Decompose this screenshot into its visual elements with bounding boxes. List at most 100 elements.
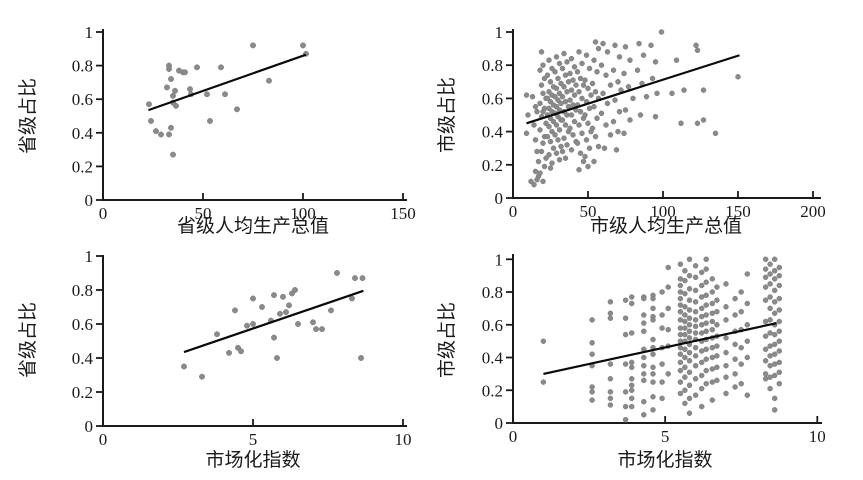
data-point xyxy=(771,276,778,282)
data-point xyxy=(607,395,614,402)
data-point xyxy=(561,84,567,90)
data-point xyxy=(274,355,280,361)
data-point xyxy=(170,151,176,158)
data-point xyxy=(607,132,614,138)
data-point xyxy=(601,145,608,151)
data-point xyxy=(250,321,256,327)
data-point xyxy=(628,294,635,300)
data-point xyxy=(546,152,552,158)
data-point xyxy=(686,369,693,376)
data-point xyxy=(540,338,547,344)
data-point xyxy=(771,341,778,348)
data-point xyxy=(703,279,709,285)
panel-bottom-right: 市场化指数 市级占比 0 5 10 0 0.2 0.4 0.6 0.8 1 xyxy=(431,240,863,480)
y-tick-label: 0 xyxy=(85,417,94,436)
data-point xyxy=(218,64,224,71)
data-point xyxy=(182,69,188,76)
x-tick-label: 200 xyxy=(800,202,826,221)
data-point xyxy=(594,115,600,122)
data-point xyxy=(703,320,709,326)
data-point xyxy=(698,385,705,392)
data-point xyxy=(677,351,684,357)
data-point xyxy=(616,54,623,60)
data-point xyxy=(641,362,647,369)
data-point xyxy=(537,127,543,133)
fit-line xyxy=(526,54,740,125)
x-tick-label: 50 xyxy=(580,202,597,221)
data-point xyxy=(567,97,573,103)
data-point xyxy=(577,75,584,82)
x-axis-label: 市场化指数 xyxy=(617,449,712,471)
data-point xyxy=(641,377,647,384)
data-point xyxy=(559,148,566,155)
data-point xyxy=(665,326,671,333)
data-point xyxy=(682,364,688,371)
data-point xyxy=(703,266,709,272)
data-point xyxy=(767,305,773,312)
data-point xyxy=(607,299,614,305)
data-point xyxy=(776,295,783,302)
data-point xyxy=(589,340,595,346)
data-point xyxy=(558,143,564,150)
data-point xyxy=(776,380,783,387)
data-point xyxy=(546,123,552,130)
data-point xyxy=(692,263,699,269)
data-point xyxy=(589,125,596,132)
data-point xyxy=(562,155,569,161)
data-point xyxy=(686,358,693,364)
data-point xyxy=(568,112,575,118)
data-point xyxy=(207,118,213,124)
data-point xyxy=(310,319,316,326)
data-point xyxy=(555,75,561,82)
data-point xyxy=(776,264,783,271)
data-point xyxy=(665,284,671,290)
data-point xyxy=(576,89,582,95)
data-point xyxy=(234,106,240,113)
y-axis-label: 省级占比 xyxy=(17,78,39,154)
data-point xyxy=(250,42,256,49)
data-point xyxy=(686,382,693,389)
data-point xyxy=(762,371,769,377)
data-point xyxy=(762,266,769,272)
data-point xyxy=(630,95,636,102)
data-point xyxy=(709,397,716,403)
data-point xyxy=(534,108,540,115)
data-point xyxy=(665,371,671,377)
data-point xyxy=(714,364,720,371)
data-point xyxy=(649,75,656,82)
data-point xyxy=(600,90,606,97)
data-point xyxy=(627,57,633,63)
data-point xyxy=(686,256,693,263)
data-point xyxy=(537,100,543,107)
data-point xyxy=(166,66,172,72)
data-point xyxy=(153,128,159,135)
y-tick-label: 0.8 xyxy=(482,56,503,75)
data-point xyxy=(650,295,656,302)
data-point xyxy=(692,274,699,281)
data-point xyxy=(694,47,701,54)
data-point xyxy=(622,107,629,113)
data-point xyxy=(641,312,647,318)
y-tick-label: 0.8 xyxy=(72,57,93,76)
data-point xyxy=(692,344,699,351)
x-axis-label: 省级人均生产总值 xyxy=(177,215,329,237)
data-point xyxy=(762,284,769,290)
data-point xyxy=(723,349,729,356)
data-point xyxy=(703,312,709,318)
scatter-plot-city-gdp: 市级人均生产总值 市级占比 0 50 100 150 200 0 0.2 0.4 0.6 0.8 1 xyxy=(436,23,826,237)
data-point xyxy=(698,282,705,289)
data-point xyxy=(538,82,545,88)
x-axis-label: 市级人均生产总值 xyxy=(590,215,742,237)
data-point xyxy=(616,108,623,115)
x-tick-label: 0 xyxy=(99,430,108,449)
data-point xyxy=(698,294,705,300)
data-point xyxy=(573,82,579,88)
scatter-plot-marketization-provincial: 市场化指数 省级占比 0 5 10 0 0.2 0.4 0.6 0.8 1 xyxy=(17,247,412,471)
data-point xyxy=(615,79,621,85)
data-point xyxy=(238,348,244,355)
data-point xyxy=(677,276,684,282)
data-point xyxy=(535,158,542,165)
data-point xyxy=(562,72,569,78)
data-point xyxy=(643,93,650,100)
y-tick-label: 0 xyxy=(495,414,504,433)
